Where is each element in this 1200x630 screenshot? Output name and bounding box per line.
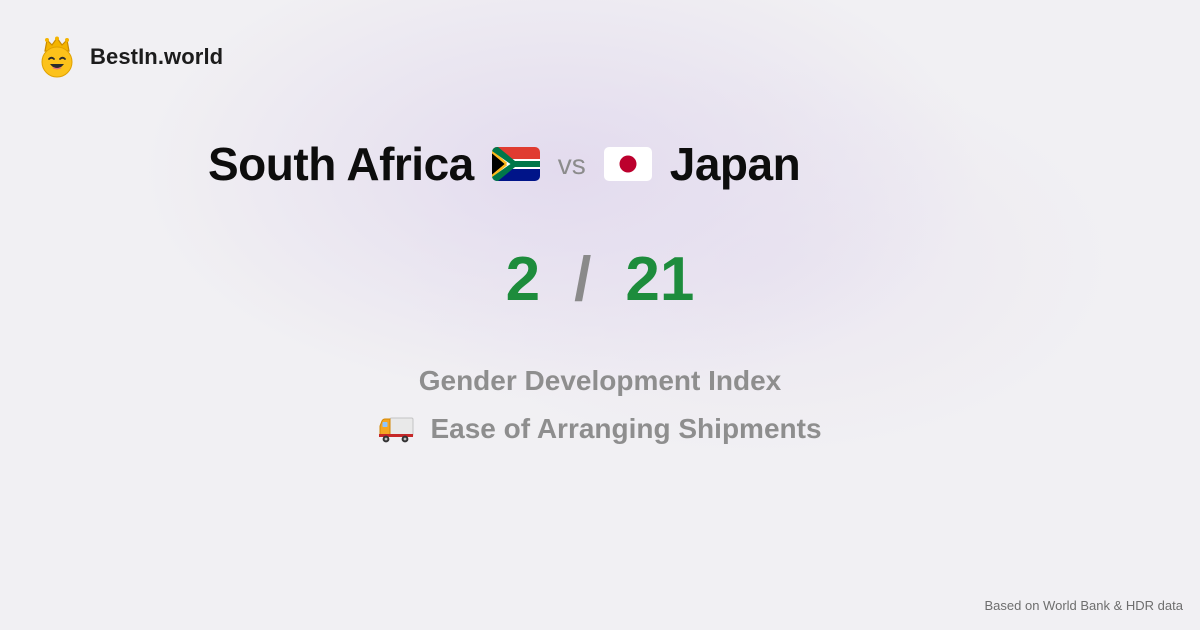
source-note: Based on World Bank & HDR data: [984, 598, 1183, 613]
vs-label: vs: [557, 149, 586, 180]
metric-secondary-row[interactable]: Ease of Arranging Shipments: [0, 413, 1200, 445]
score-separator: /: [574, 245, 592, 314]
south-africa-flag-icon: [491, 147, 540, 181]
japan-flag-icon: [603, 147, 652, 181]
left-country-name[interactable]: South Africa: [208, 138, 474, 190]
brand-header[interactable]: BestIn.world: [38, 36, 223, 78]
comparison-headline: South Africa vs Japan: [208, 133, 801, 195]
crown-smiley-icon: [41, 36, 73, 78]
score-comparison: 2 / 21: [0, 244, 1200, 315]
metric-primary[interactable]: Gender Development Index: [418, 365, 782, 396]
left-score: 2: [505, 245, 541, 314]
delivery-truck-icon: [379, 417, 414, 443]
right-score: 21: [625, 245, 695, 314]
right-country-name[interactable]: Japan: [669, 138, 801, 190]
brand-name: BestIn.world: [90, 44, 224, 69]
metric-secondary-label: Ease of Arranging Shipments: [430, 413, 822, 444]
